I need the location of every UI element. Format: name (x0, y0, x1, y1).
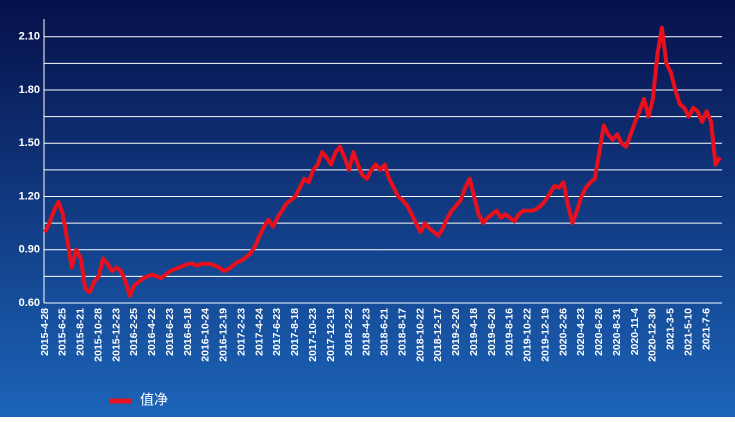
x-tick-label: 2020-2-26 (557, 308, 569, 356)
x-tick-label: 2018-8-17 (396, 308, 408, 356)
x-tick-label: 2015-6-25 (57, 308, 69, 356)
x-tick-label: 2019-12-19 (539, 308, 551, 362)
x-tick-label: 2020-8-31 (611, 308, 623, 356)
x-tick-label: 2019-10-22 (522, 308, 534, 362)
x-tick-label: 2020-11-4 (629, 308, 641, 355)
x-tick-label: 2016-10-24 (200, 308, 212, 362)
x-tick-label: 2019-2-20 (450, 308, 462, 356)
x-tick-label: 2019-6-20 (486, 308, 498, 356)
x-tick-label: 2018-12-17 (432, 308, 444, 362)
x-tick-label: 2016-12-19 (218, 308, 230, 362)
x-tick-label: 2016-2-25 (128, 308, 140, 356)
x-tick-label: 2018-6-21 (379, 308, 391, 356)
x-tick-label: 2016-8-18 (182, 308, 194, 356)
y-tick-label: 1.20 (19, 190, 40, 202)
x-tick-label: 2020-6-26 (593, 308, 605, 356)
x-tick-label: 2018-2-22 (343, 308, 355, 356)
y-tick-label: 1.80 (19, 84, 40, 96)
x-tick-label: 2021-5-10 (682, 308, 694, 356)
x-tick-label: 2018-4-23 (361, 308, 373, 356)
x-tick-label: 2021-3-5 (665, 308, 677, 350)
data-line (43, 25, 722, 298)
x-tick-label: 2019-8-16 (504, 308, 516, 356)
x-tick-label: 2015-8-21 (75, 308, 87, 356)
x-tick-label: 2017-10-23 (307, 308, 319, 362)
x-tick-label: 2017-2-23 (235, 308, 247, 356)
y-tick-label: 0.60 (19, 297, 40, 309)
x-tick-label: 2017-6-23 (271, 308, 283, 356)
x-tick-label: 2020-12-30 (647, 308, 659, 362)
x-tick-label: 2017-4-24 (253, 308, 265, 356)
x-tick-label: 2020-4-23 (575, 308, 587, 356)
x-tick-label: 2021-7-6 (700, 308, 712, 350)
x-tick-label: 2016-4-22 (146, 308, 158, 356)
y-tick-label: 2.10 (19, 31, 40, 43)
x-tick-label: 2016-6-23 (164, 308, 176, 356)
legend-label: 值净 (140, 392, 168, 408)
x-tick-label: 2018-10-22 (414, 308, 426, 362)
y-tick-label: 1.50 (19, 137, 40, 149)
x-tick-label: 2019-4-18 (468, 308, 480, 356)
x-tick-label: 2017-12-19 (325, 308, 337, 362)
y-tick-label: 0.90 (19, 244, 40, 256)
x-tick-label: 2015-10-28 (92, 308, 104, 362)
x-tick-label: 2015-4-28 (39, 308, 51, 356)
x-tick-label: 2015-12-23 (110, 308, 122, 362)
x-tick-label: 2017-8-18 (289, 308, 301, 356)
